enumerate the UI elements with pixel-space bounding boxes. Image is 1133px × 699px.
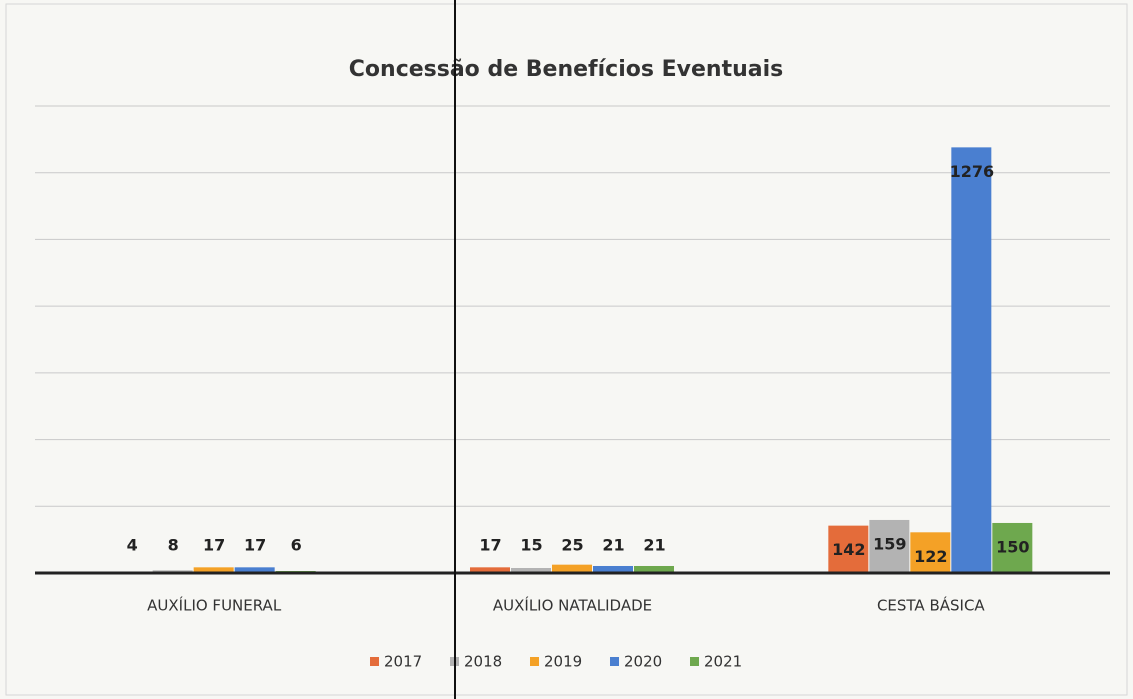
bar — [869, 519, 910, 573]
bar — [910, 532, 951, 573]
data-label: 15 — [520, 536, 542, 555]
legend-label: 2020 — [624, 653, 662, 671]
legend: 2017 2018 2019 2020 2021 — [370, 653, 742, 671]
legend-label: 2018 — [464, 653, 502, 671]
bar — [234, 567, 275, 573]
bar — [828, 525, 869, 573]
chart-title: Concessão de Benefícios Eventuais — [349, 57, 783, 82]
data-label: 25 — [561, 536, 583, 555]
bar — [193, 567, 234, 573]
bar — [634, 565, 674, 573]
bar — [552, 564, 592, 573]
legend-swatch — [610, 657, 619, 666]
data-label: 159 — [873, 534, 906, 553]
legend-label: 2019 — [544, 653, 582, 671]
x-tick-label: CESTA BÁSICA — [877, 596, 985, 615]
bar — [593, 565, 633, 573]
data-label: 150 — [996, 537, 1029, 556]
legend-label: 2021 — [704, 653, 742, 671]
chart-border — [5, 3, 1128, 696]
bar — [511, 567, 551, 573]
data-label: 17 — [203, 536, 225, 555]
data-label: 8 — [168, 536, 179, 555]
plot-area: AUXÍLIO FUNERAL 4 8 17 17 6 AUXÍLIO NATALIDADE… — [35, 105, 1110, 615]
legend-swatch — [690, 657, 699, 666]
bar — [992, 522, 1033, 573]
bar — [951, 147, 992, 573]
data-label: 142 — [832, 540, 865, 559]
data-label: 17 — [479, 536, 501, 555]
x-tick-label: AUXÍLIO NATALIDADE — [493, 596, 652, 615]
data-label: 4 — [127, 536, 138, 555]
data-label: 122 — [914, 547, 947, 566]
data-label: 17 — [244, 536, 266, 555]
data-label: 21 — [602, 536, 624, 555]
legend-label: 2017 — [384, 653, 422, 671]
legend-swatch — [530, 657, 539, 666]
bar — [470, 567, 510, 573]
data-label: 6 — [291, 536, 302, 555]
x-tick-label: AUXÍLIO FUNERAL — [147, 596, 282, 615]
legend-swatch — [370, 657, 379, 666]
data-label: 21 — [643, 536, 665, 555]
data-label: 1276 — [950, 162, 995, 181]
